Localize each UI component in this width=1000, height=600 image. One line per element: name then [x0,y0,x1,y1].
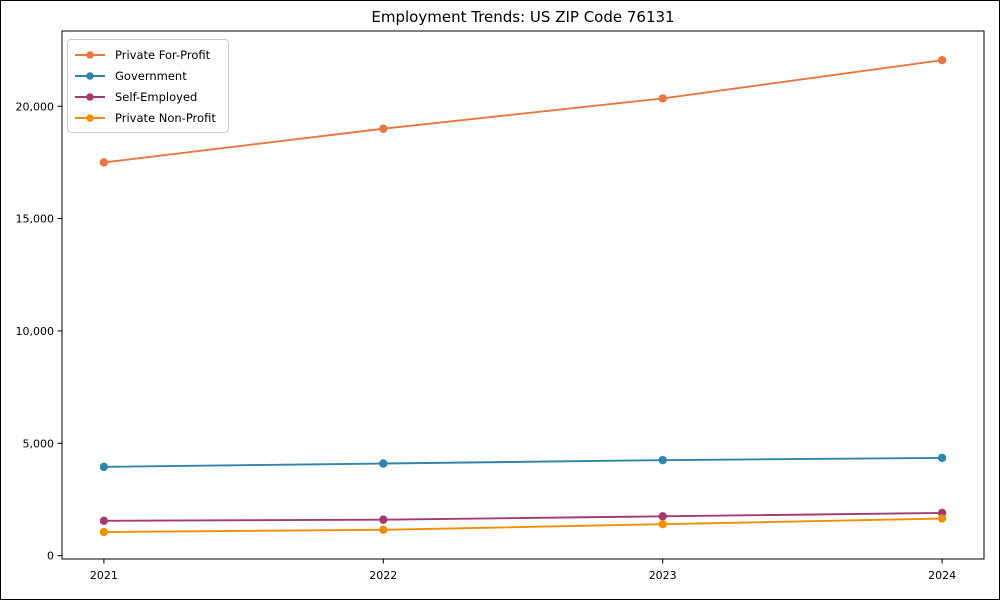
x-tick-label: 2023 [649,569,677,582]
legend-label-private-non-profit: Private Non-Profit [115,110,216,125]
data-point-self-employed-2022 [379,515,388,524]
data-point-self-employed-2023 [658,512,667,521]
data-point-private-for-profit-2023 [658,94,667,103]
data-point-self-employed-2021 [99,516,109,526]
y-tick-label: 20,000 [16,100,55,113]
data-point-private-non-profit-2024 [937,514,947,523]
data-point-private-for-profit-2022 [379,124,388,133]
legend-marker-private-non-profit-icon [75,113,105,122]
legend-marker-self-employed-icon [75,92,105,101]
series-line-private-non-profit [103,517,943,533]
legend-item-self-employed: Self-Employed [74,86,216,107]
y-tick-label: 10,000 [16,325,55,338]
legend-marker-government-icon [75,71,105,80]
legend-item-private-for-profit: Private For-Profit [74,44,216,65]
legend-item-government: Government [74,65,216,86]
data-point-government-2021 [99,462,109,472]
x-tick-label: 2022 [369,569,397,582]
data-point-government-2024 [937,453,947,463]
data-point-private-for-profit-2024 [937,56,947,65]
x-tick-label: 2024 [928,569,956,582]
legend-label-private-for-profit: Private For-Profit [115,47,211,62]
plot-frame [61,30,985,560]
series-line-private-for-profit [103,59,943,164]
data-point-private-for-profit-2021 [99,158,109,167]
legend-item-private-non-profit: Private Non-Profit [74,107,216,128]
y-tick-label: 15,000 [16,213,55,226]
x-tick-label: 2021 [90,569,118,582]
data-point-private-non-profit-2023 [658,519,667,529]
data-point-private-non-profit-2022 [379,525,388,534]
series-line-government [103,456,943,468]
legend-marker-private-for-profit-icon [75,50,105,59]
legend-label-government: Government [115,68,187,83]
y-tick-label: 5,000 [23,437,55,450]
data-point-private-non-profit-2021 [99,527,109,537]
y-tick-label: 0 [47,550,54,563]
data-point-government-2023 [658,455,667,465]
chart-title: Employment Trends: US ZIP Code 76131 [371,8,675,26]
series-line-self-employed [103,511,943,522]
legend: Private For-Profit Government Self-Employe… [67,39,229,133]
legend-label-self-employed: Self-Employed [115,89,198,104]
data-point-government-2022 [379,459,388,468]
